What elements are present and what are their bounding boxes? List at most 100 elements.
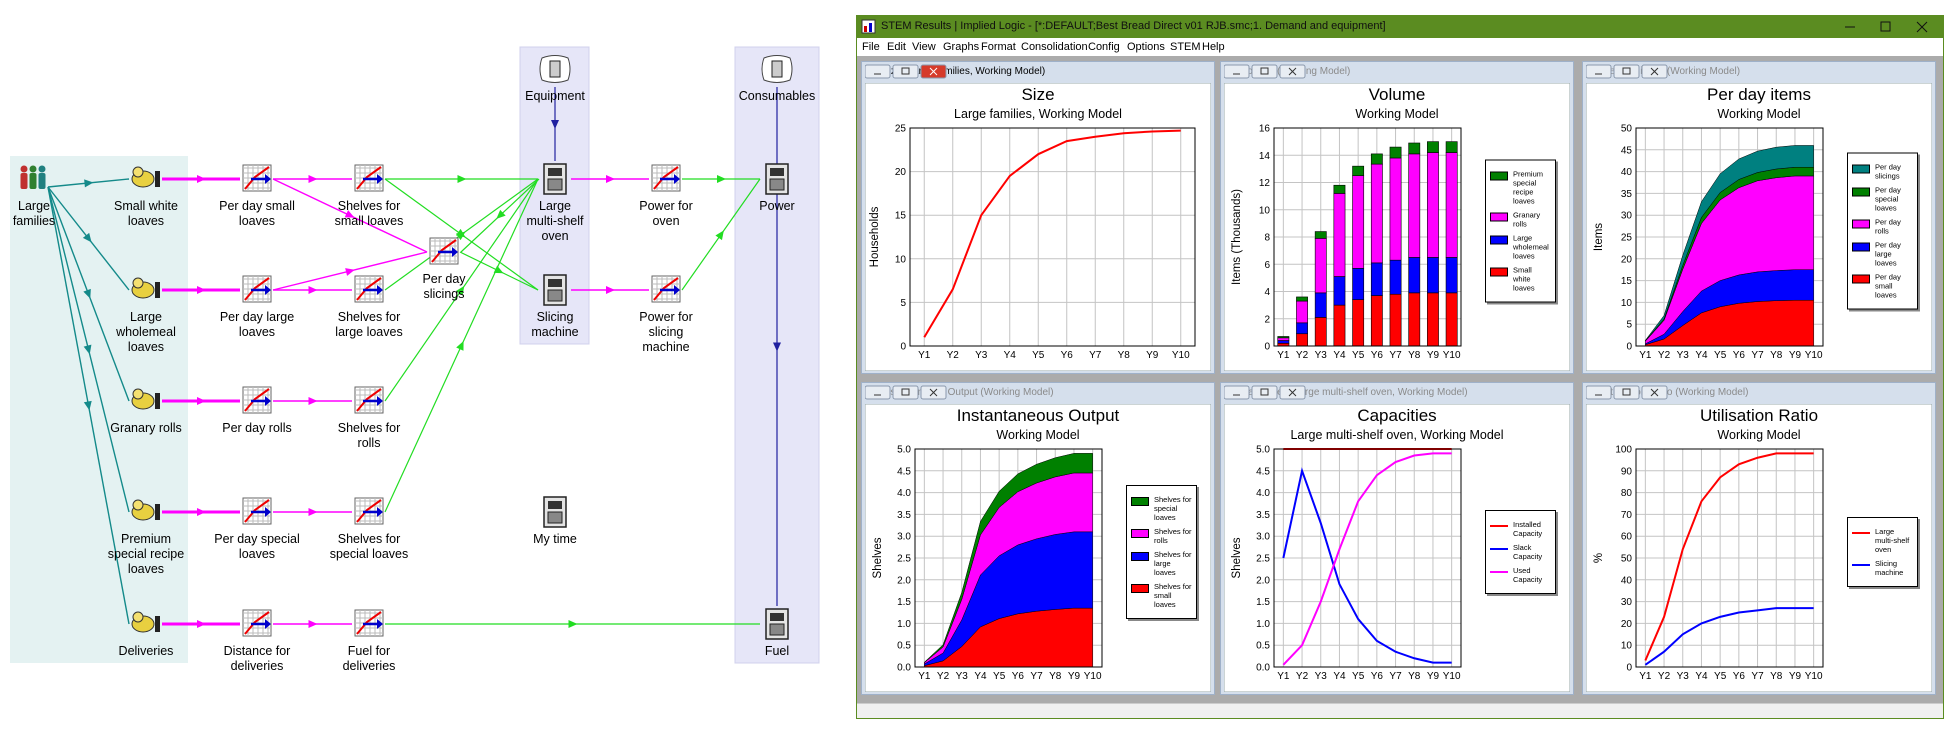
legend-label: Slack Capacity xyxy=(1513,543,1543,561)
icon-coin xyxy=(132,611,144,623)
legend-entry: Small white loaves xyxy=(1490,266,1551,293)
menu-item[interactable]: Help xyxy=(1202,41,1225,53)
legend-swatch xyxy=(1852,242,1870,252)
y-tick-label: 1.5 xyxy=(1256,597,1270,608)
y-tick-label: 10 xyxy=(1621,298,1633,309)
x-tick-label: Y3 xyxy=(1315,671,1328,682)
bar xyxy=(1333,304,1346,347)
y-tick-label: 3.0 xyxy=(1256,532,1270,543)
menu-item[interactable]: Graphs xyxy=(943,41,980,53)
menu-item[interactable]: Edit xyxy=(887,41,906,53)
x-tick-label: Y3 xyxy=(1677,350,1690,361)
y-tick-label: 2.0 xyxy=(897,575,911,586)
arrow-head xyxy=(496,209,506,219)
chart-window-title: Capacities (Large multi-shelf oven, Work… xyxy=(1241,387,1468,398)
legend-label: Shelves for small loaves xyxy=(1154,582,1192,609)
arrow-head xyxy=(197,620,206,628)
arrow-head xyxy=(345,268,355,276)
bar xyxy=(1277,336,1290,339)
y-tick-label: 4.0 xyxy=(897,488,911,499)
x-tick-label: Y5 xyxy=(1032,350,1045,361)
menu-item[interactable]: View xyxy=(912,41,936,53)
chart-window-controls[interactable] xyxy=(865,385,949,401)
bar xyxy=(1333,276,1346,306)
bar xyxy=(1408,292,1421,347)
y-tick-label: 3.0 xyxy=(897,532,911,543)
y-tick-label: 0.5 xyxy=(1256,641,1270,652)
x-tick-label: Y8 xyxy=(1770,671,1783,682)
control-glyph xyxy=(1288,67,1297,76)
y-tick-label: 2 xyxy=(1264,314,1270,325)
icon-curve xyxy=(244,166,270,190)
legend: Premium special recipe loaves Granary rol… xyxy=(1485,159,1556,303)
y-tick-label: 6 xyxy=(1264,260,1270,271)
icon-coin xyxy=(132,388,144,400)
x-tick-label: Y6 xyxy=(1371,350,1384,361)
node-icon xyxy=(651,164,681,192)
node-label: Per day slicings xyxy=(422,272,466,301)
node-icon xyxy=(131,388,160,410)
bar xyxy=(1389,157,1402,261)
x-tick-label: Y2 xyxy=(1658,350,1671,361)
arrow-head xyxy=(606,175,615,183)
line xyxy=(1644,452,1814,661)
node-label: Fuel xyxy=(764,644,790,658)
y-tick-label: 35 xyxy=(1621,189,1633,200)
y-tick-label: 20 xyxy=(1621,254,1633,265)
node-label: Deliveries xyxy=(118,644,174,658)
menu-item[interactable]: STEM xyxy=(1170,41,1201,53)
bar xyxy=(1296,333,1308,347)
icon-body xyxy=(20,173,28,189)
y-axis-label: Items (Thousands) xyxy=(1231,189,1243,285)
arrow-head xyxy=(606,286,615,294)
x-tick-label: Y3 xyxy=(956,671,969,682)
icon-machine xyxy=(771,60,783,78)
bar xyxy=(1370,295,1383,347)
legend-swatch xyxy=(1131,584,1149,593)
chart-window: Capacities (Large multi-shelf oven, Work… xyxy=(1220,382,1574,695)
icon-arrow xyxy=(265,174,271,184)
chart-window-controls[interactable] xyxy=(865,64,949,80)
chart-window-controls[interactable] xyxy=(1586,64,1670,80)
y-tick-label: 16 xyxy=(1259,124,1271,135)
y-tick-label: 3.5 xyxy=(897,510,911,521)
legend-label: Premium special recipe loaves xyxy=(1513,169,1544,206)
chart-window-controls[interactable] xyxy=(1586,385,1670,401)
plot-frame xyxy=(1273,127,1462,347)
legend-swatch xyxy=(1490,525,1508,527)
menu-item[interactable]: Format xyxy=(981,41,1016,53)
chart-title: Capacities xyxy=(1357,406,1436,425)
window-title: STEM Results | Implied Logic - [*:DEFAUL… xyxy=(881,20,1386,32)
node-icon xyxy=(354,609,384,637)
menu-item[interactable]: Options xyxy=(1127,41,1165,53)
y-tick-label: 4 xyxy=(1264,287,1270,298)
legend-label: Installed Capacity xyxy=(1513,520,1543,538)
arrow-head xyxy=(197,286,206,294)
x-tick-label: Y7 xyxy=(1751,671,1764,682)
legend-label: Large multi-shelf oven xyxy=(1875,527,1910,554)
arrow-head xyxy=(308,175,318,183)
y-tick-label: 5 xyxy=(1626,320,1632,331)
control-glyph xyxy=(929,67,938,76)
x-tick-label: Y7 xyxy=(1389,350,1402,361)
y-tick-label: 15 xyxy=(1621,276,1633,287)
menu-item[interactable]: File xyxy=(862,41,880,53)
model-diagram xyxy=(10,46,820,664)
node-icon xyxy=(429,237,459,265)
node-label: Small white loaves xyxy=(114,199,178,228)
node-icon xyxy=(242,497,272,525)
x-tick-label: Y2 xyxy=(1658,671,1671,682)
chart-window-controls[interactable] xyxy=(1224,64,1308,80)
node-icon xyxy=(543,274,567,306)
y-tick-label: 0.5 xyxy=(897,641,911,652)
node-icon xyxy=(20,165,46,189)
window-controls[interactable] xyxy=(1833,16,1943,38)
legend-label: Per day slicings xyxy=(1875,162,1901,181)
node-icon xyxy=(131,277,160,299)
legend-swatch xyxy=(1490,235,1508,245)
y-tick-label: 4.0 xyxy=(1256,488,1270,499)
menu-item[interactable]: Config xyxy=(1088,41,1120,53)
chart-window-controls[interactable] xyxy=(1224,385,1308,401)
menu-item[interactable]: Consolidation xyxy=(1021,41,1088,53)
node-icon xyxy=(354,164,384,192)
